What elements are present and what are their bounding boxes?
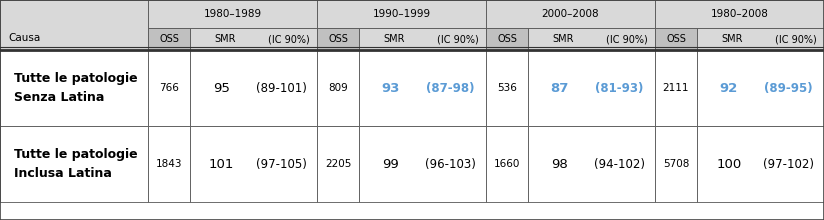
Bar — [359, 50, 486, 126]
Bar — [317, 126, 359, 202]
Text: 93: 93 — [382, 81, 400, 95]
Bar — [148, 50, 190, 126]
Text: SMR: SMR — [722, 34, 743, 44]
Text: 1843: 1843 — [156, 159, 182, 169]
Text: (89-101): (89-101) — [256, 81, 307, 95]
Text: Tutte le patologie
Inclusa Latina: Tutte le patologie Inclusa Latina — [14, 148, 138, 180]
Bar — [486, 0, 655, 28]
Bar — [697, 50, 824, 126]
Text: 1980–1989: 1980–1989 — [204, 9, 261, 19]
Text: (96-103): (96-103) — [425, 158, 476, 170]
Bar — [317, 50, 359, 126]
Text: (94-102): (94-102) — [594, 158, 645, 170]
Bar — [528, 50, 655, 126]
Text: 766: 766 — [159, 83, 179, 93]
Text: 1990–1999: 1990–1999 — [372, 9, 431, 19]
Text: OSS: OSS — [666, 34, 686, 44]
Text: 99: 99 — [382, 158, 399, 170]
Bar — [0, 126, 148, 202]
Text: 1980–2008: 1980–2008 — [710, 9, 769, 19]
Text: 2205: 2205 — [325, 159, 351, 169]
Text: Tutte le patologie
Senza Latina: Tutte le patologie Senza Latina — [14, 72, 138, 104]
Bar — [486, 50, 528, 126]
Bar — [486, 126, 528, 202]
Text: 87: 87 — [550, 81, 569, 95]
Text: 809: 809 — [328, 83, 348, 93]
Text: (81-93): (81-93) — [595, 81, 644, 95]
Text: (97-102): (97-102) — [763, 158, 814, 170]
Bar — [359, 28, 486, 50]
Bar — [190, 126, 317, 202]
Bar — [655, 126, 697, 202]
Text: Causa: Causa — [8, 33, 40, 43]
Bar — [148, 0, 317, 28]
Text: (IC 90%): (IC 90%) — [268, 34, 310, 44]
Bar — [0, 0, 148, 50]
Bar — [359, 126, 486, 202]
Text: 536: 536 — [497, 83, 517, 93]
Text: OSS: OSS — [328, 34, 348, 44]
Text: OSS: OSS — [159, 34, 179, 44]
Bar — [486, 28, 528, 50]
Bar — [697, 126, 824, 202]
Text: 2000–2008: 2000–2008 — [541, 9, 599, 19]
Text: (97-105): (97-105) — [256, 158, 307, 170]
Text: 101: 101 — [209, 158, 235, 170]
Bar — [655, 50, 697, 126]
Text: 95: 95 — [213, 81, 230, 95]
Bar — [0, 50, 148, 126]
Bar — [148, 28, 190, 50]
Bar — [528, 28, 655, 50]
Text: SMR: SMR — [553, 34, 574, 44]
Bar — [148, 126, 190, 202]
Bar — [655, 28, 697, 50]
Text: OSS: OSS — [497, 34, 517, 44]
Bar — [317, 28, 359, 50]
Text: (IC 90%): (IC 90%) — [438, 34, 479, 44]
Text: (87-98): (87-98) — [426, 81, 475, 95]
Bar — [190, 28, 317, 50]
Text: SMR: SMR — [215, 34, 236, 44]
Text: SMR: SMR — [384, 34, 405, 44]
Bar — [317, 0, 486, 28]
Text: 98: 98 — [551, 158, 568, 170]
Bar — [697, 28, 824, 50]
Text: 1660: 1660 — [494, 159, 520, 169]
Text: 100: 100 — [716, 158, 742, 170]
Bar — [190, 50, 317, 126]
Text: 92: 92 — [719, 81, 737, 95]
Bar — [655, 0, 824, 28]
Bar — [528, 126, 655, 202]
Text: 2111: 2111 — [662, 83, 689, 93]
Text: (IC 90%): (IC 90%) — [606, 34, 648, 44]
Text: (89-95): (89-95) — [764, 81, 812, 95]
Text: 5708: 5708 — [662, 159, 689, 169]
Text: (IC 90%): (IC 90%) — [775, 34, 817, 44]
